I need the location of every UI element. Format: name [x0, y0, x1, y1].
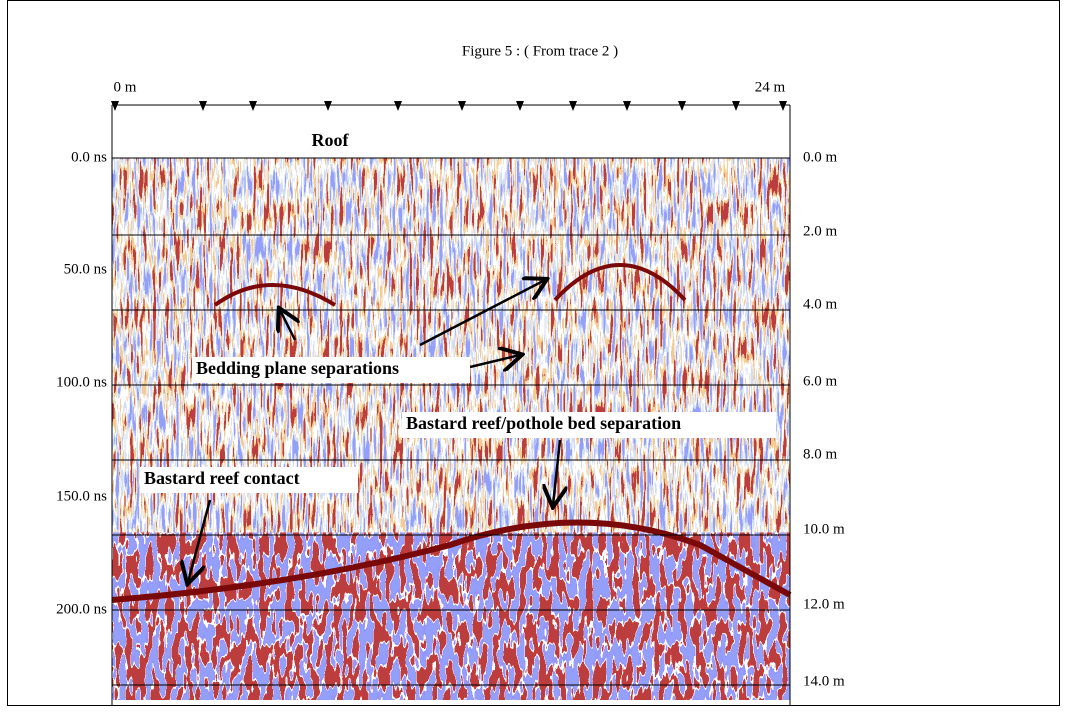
- trace-marker: [779, 101, 787, 111]
- trace-marker: [623, 101, 631, 111]
- right-label: 10.0 m: [803, 521, 845, 537]
- trace-marker: [394, 101, 402, 111]
- trace-marker: [199, 101, 207, 111]
- right-label: 2.0 m: [803, 223, 838, 239]
- figure: Figure 5 : ( From trace 2 ) 0 m 24 m 0.0…: [0, 0, 1066, 713]
- trace-markers: [111, 101, 787, 111]
- right-label: 6.0 m: [803, 373, 838, 389]
- left-label: 50.0 ns: [64, 261, 108, 277]
- top-label: 0 m: [114, 79, 137, 95]
- right-label: 14.0 m: [803, 673, 845, 689]
- right-label: 8.0 m: [803, 446, 838, 462]
- trace-marker: [678, 101, 686, 111]
- trace-marker: [458, 101, 466, 111]
- annotation: Bastard reef/pothole bed separation: [406, 413, 681, 433]
- annotation: Bastard reef contact: [144, 468, 300, 488]
- right-label: 0.0 m: [803, 149, 838, 165]
- annotation: Bedding plane separations: [196, 358, 399, 378]
- left-label: 150.0 ns: [56, 488, 107, 504]
- trace-marker: [249, 101, 257, 111]
- annotation: Roof: [312, 130, 350, 150]
- right-label: 12.0 m: [803, 596, 845, 612]
- top-label: 24 m: [755, 79, 786, 95]
- left-label: 200.0 ns: [56, 601, 107, 617]
- left-label: 100.0 ns: [56, 374, 107, 390]
- trace-marker: [324, 101, 332, 111]
- trace-marker: [516, 101, 524, 111]
- trace-marker: [732, 101, 740, 111]
- trace-marker: [569, 101, 577, 111]
- title: Figure 5 : ( From trace 2 ): [462, 43, 618, 59]
- left-label: 0.0 ns: [71, 149, 107, 165]
- right-label: 4.0 m: [803, 296, 838, 312]
